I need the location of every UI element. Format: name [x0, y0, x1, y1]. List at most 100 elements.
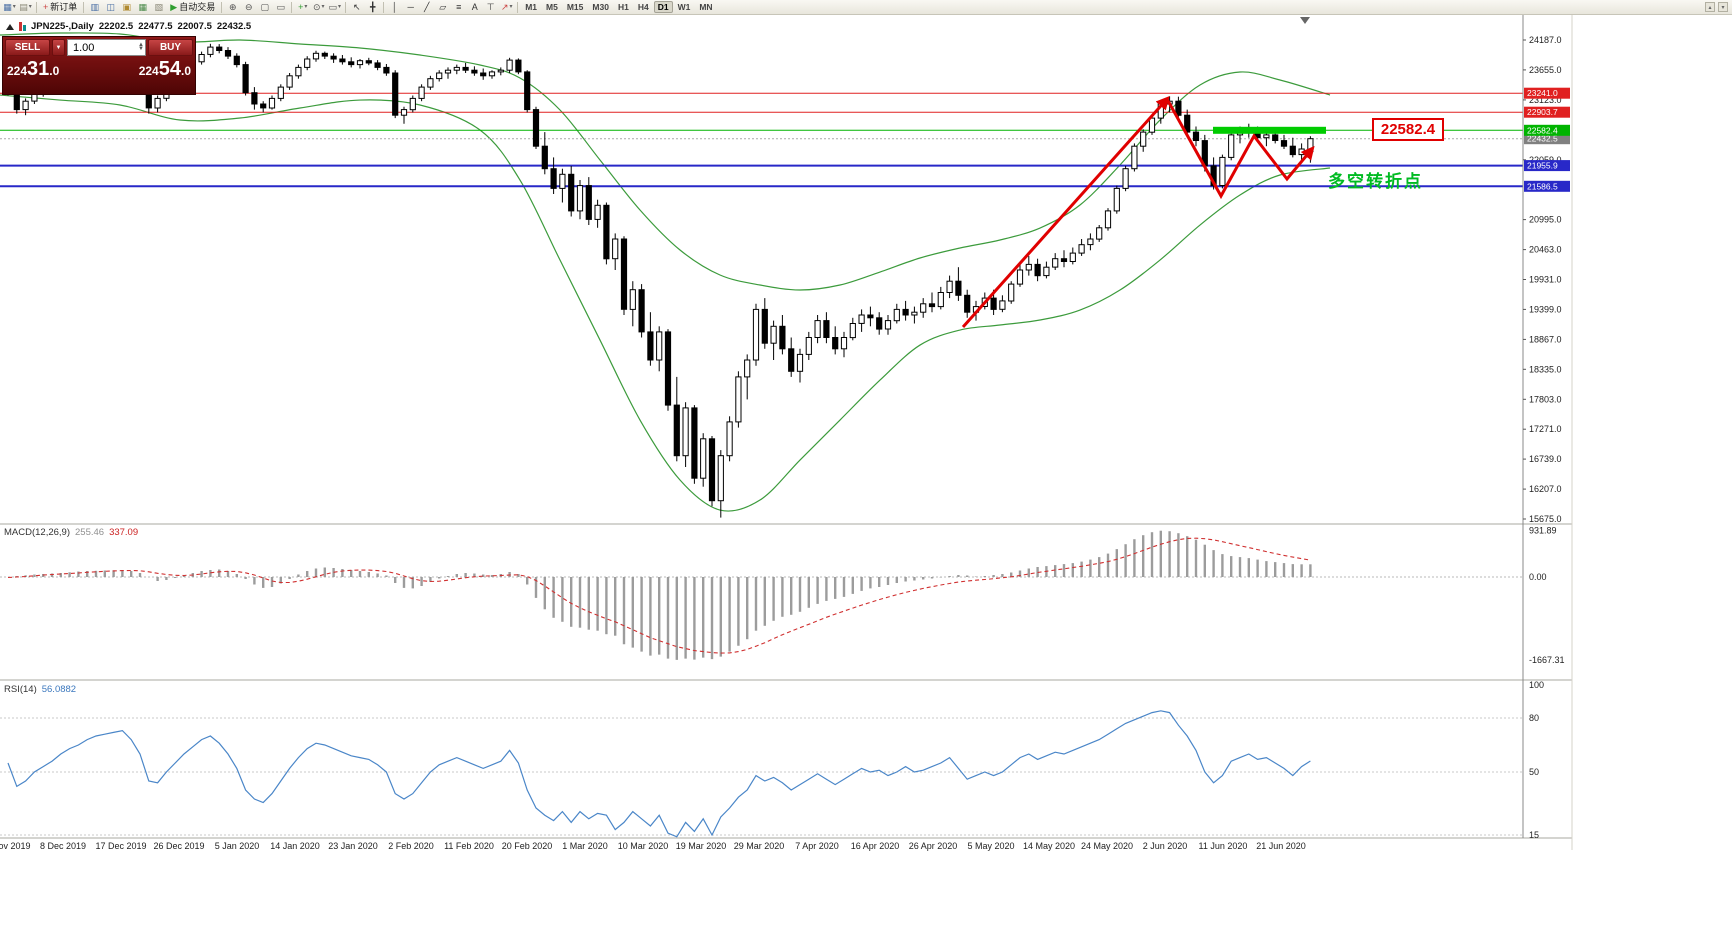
- navigator-icon[interactable]: ▣: [119, 1, 134, 14]
- candle: [920, 303, 927, 313]
- symbol-period-label: JPN225-,Daily: [31, 21, 94, 32]
- text-icon-glyph-icon: A: [471, 1, 478, 12]
- chevron-down-icon: ▾: [304, 4, 308, 10]
- toolbar-separator: [517, 1, 519, 13]
- profiles-icon[interactable]: ▤ ▾: [18, 1, 33, 14]
- ohlc-high: 22477.5: [138, 21, 173, 32]
- candle: [708, 438, 716, 502]
- candle: [1069, 252, 1076, 263]
- data-window-icon-glyph-icon: ◫: [106, 1, 116, 12]
- horizontal-line-icon[interactable]: ─: [403, 1, 418, 14]
- candle: [1052, 258, 1059, 268]
- date-axis-label: 1 Mar 2020: [562, 841, 608, 851]
- candle: [374, 62, 381, 68]
- timeframe-h1[interactable]: H1: [617, 2, 629, 12]
- resistance-zone[interactable]: [1213, 126, 1326, 134]
- tile-windows-icon[interactable]: ▢: [257, 1, 272, 14]
- timeframe-m1[interactable]: M1: [525, 2, 538, 12]
- timeframe-m5[interactable]: M5: [546, 2, 558, 12]
- candle: [339, 58, 346, 63]
- indicators-icon-glyph-icon: +: [298, 1, 304, 12]
- chart-title-bar: JPN225-,Daily 22202.5 22477.5 22007.5 22…: [6, 21, 251, 32]
- cursor-icon[interactable]: ↖: [349, 1, 364, 14]
- new-order-button[interactable]: + 新订单: [40, 1, 80, 14]
- stepper-up-icon[interactable]: ▲: [138, 41, 144, 48]
- candle: [964, 294, 971, 313]
- candle: [524, 71, 531, 111]
- candle: [832, 337, 839, 350]
- trend-arrow[interactable]: [1165, 98, 1315, 200]
- chevron-down-icon: ▾: [28, 4, 32, 10]
- candle: [532, 109, 540, 147]
- candle: [268, 97, 276, 109]
- periods-icon[interactable]: ⊙ ▾: [311, 1, 326, 14]
- cascade-windows-icon[interactable]: ▭: [273, 1, 288, 14]
- candle: [1025, 263, 1032, 271]
- label-icon[interactable]: ⊤: [483, 1, 498, 14]
- candle: [198, 54, 205, 63]
- candle: [312, 52, 320, 60]
- templates-icon[interactable]: ▭ ▾: [327, 1, 342, 14]
- trend-arrow[interactable]: [961, 95, 1170, 329]
- vertical-line-icon[interactable]: │: [387, 1, 402, 14]
- macd-axis-label: 931.89: [1529, 526, 1557, 536]
- cursor-icon-glyph-icon: ↖: [352, 1, 361, 12]
- sell-button[interactable]: SELL: [5, 39, 50, 56]
- new-chart-icon[interactable]: ▦ ▾: [2, 1, 17, 14]
- timeframe-h4[interactable]: H4: [637, 2, 649, 12]
- candle: [418, 86, 425, 99]
- timeframe-w1[interactable]: W1: [677, 2, 691, 12]
- crosshair-icon[interactable]: ╋: [365, 1, 380, 14]
- price-tag-label: 21955.9: [1527, 161, 1558, 171]
- volume-stepper[interactable]: ▲ ▼: [138, 41, 144, 52]
- market-watch-icon[interactable]: ▥: [87, 1, 102, 14]
- terminal-icon[interactable]: ▦: [135, 1, 150, 14]
- timeframe-m30[interactable]: M30: [592, 2, 609, 12]
- channel-icon[interactable]: ▱: [435, 1, 450, 14]
- trendline-icon[interactable]: ╱: [419, 1, 434, 14]
- collapse-panel-icon[interactable]: [6, 23, 14, 30]
- chart-shift-marker[interactable]: [1300, 17, 1310, 24]
- timeframe-m15[interactable]: M15: [566, 2, 584, 12]
- arrows-icon[interactable]: ↗ ▾: [499, 1, 514, 14]
- price-callout-box[interactable]: 22582.4: [1372, 118, 1444, 141]
- zoom-out-icon[interactable]: ⊖: [241, 1, 256, 14]
- fibonacci-icon[interactable]: ≡: [451, 1, 466, 14]
- timeframe-mn[interactable]: MN: [699, 2, 713, 12]
- candle: [444, 69, 452, 74]
- data-window-icon[interactable]: ◫: [103, 1, 118, 14]
- volume-input[interactable]: 1.00 ▲ ▼: [67, 39, 146, 56]
- candle: [1122, 168, 1129, 189]
- strategy-tester-icon[interactable]: ▧: [151, 1, 166, 14]
- price-axis-label: 19931.0: [1529, 275, 1562, 285]
- candle: [594, 204, 601, 220]
- candle: [260, 103, 267, 109]
- toolbar-customize-icon[interactable]: ▴: [1705, 2, 1715, 12]
- order-options-dropdown[interactable]: ▼: [52, 39, 65, 56]
- candle: [796, 353, 804, 372]
- toolbar-edit-icon[interactable]: ▾: [1718, 2, 1728, 12]
- date-axis-label: 14 Jan 2020: [270, 841, 320, 851]
- candle: [744, 359, 751, 378]
- date-axis-label: 20 Feb 2020: [502, 841, 553, 851]
- rsi-line: [7, 710, 1311, 838]
- candle: [585, 185, 592, 220]
- zoom-in-icon[interactable]: ⊕: [225, 1, 240, 14]
- candle: [999, 300, 1006, 310]
- turning-point-label[interactable]: 多空转折点: [1328, 172, 1423, 191]
- candle: [867, 314, 874, 319]
- candle: [955, 280, 962, 296]
- candle: [286, 75, 293, 88]
- timeframe-d1[interactable]: D1: [653, 1, 673, 13]
- buy-button[interactable]: BUY: [148, 39, 193, 56]
- indicators-icon[interactable]: + ▾: [295, 1, 310, 14]
- stepper-down-icon[interactable]: ▼: [138, 45, 144, 52]
- autotrading-button[interactable]: ▶ 自动交易: [167, 1, 218, 14]
- price-axis-label: 15675.0: [1529, 514, 1562, 524]
- sell-price: 22431.0: [7, 58, 60, 80]
- candle: [603, 204, 610, 260]
- macd-axis-label: 0.00: [1529, 572, 1547, 582]
- horizontal-line-icon-glyph-icon: ─: [407, 1, 414, 12]
- text-icon[interactable]: A: [467, 1, 482, 14]
